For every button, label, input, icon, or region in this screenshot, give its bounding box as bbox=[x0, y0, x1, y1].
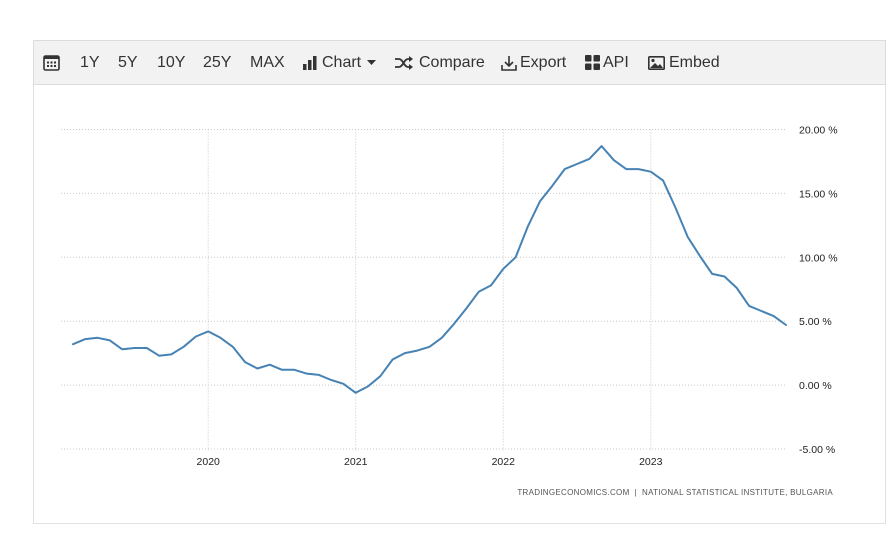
data-point bbox=[293, 369, 295, 371]
data-point bbox=[613, 159, 615, 161]
chart-frame bbox=[33, 40, 886, 524]
embed-button[interactable]: Embed bbox=[648, 41, 720, 84]
data-point bbox=[207, 330, 209, 332]
data-point bbox=[404, 352, 406, 354]
data-point bbox=[97, 337, 99, 339]
data-point bbox=[674, 207, 676, 209]
data-point bbox=[515, 256, 517, 258]
data-point bbox=[699, 255, 701, 257]
x-tick-label: 2022 bbox=[492, 456, 516, 468]
data-point bbox=[724, 276, 726, 278]
x-tick-label: 2023 bbox=[639, 456, 663, 468]
data-point bbox=[121, 348, 123, 350]
calendar-icon bbox=[43, 55, 60, 71]
data-point bbox=[232, 346, 234, 348]
data-point bbox=[711, 273, 713, 275]
data-point bbox=[318, 374, 320, 376]
data-point bbox=[330, 379, 332, 381]
data-point bbox=[736, 287, 738, 289]
data-point bbox=[601, 145, 603, 147]
data-point bbox=[342, 383, 344, 385]
data-point bbox=[367, 385, 369, 387]
range-25y-button[interactable]: 25Y bbox=[203, 53, 232, 71]
shuffle-icon bbox=[395, 55, 413, 70]
download-icon bbox=[501, 55, 517, 71]
compare-label: Compare bbox=[419, 53, 485, 71]
data-point bbox=[256, 368, 258, 370]
data-point bbox=[355, 392, 357, 394]
data-point bbox=[306, 373, 308, 375]
data-point bbox=[687, 236, 689, 238]
chart-toolbar: 1Y 5Y 10Y 25Y MAX Chart Compare Export bbox=[33, 40, 886, 85]
data-point bbox=[465, 307, 467, 309]
range-max-button[interactable]: MAX bbox=[250, 53, 285, 71]
y-tick-label: -5.00 % bbox=[799, 444, 835, 456]
data-point bbox=[379, 375, 381, 377]
data-point bbox=[183, 346, 185, 348]
data-point bbox=[281, 369, 283, 371]
data-point bbox=[527, 226, 529, 228]
data-point bbox=[220, 337, 222, 339]
y-tick-label: 10.00 % bbox=[799, 252, 838, 264]
range-1y-button[interactable]: 1Y bbox=[80, 53, 100, 71]
data-point bbox=[760, 310, 762, 312]
data-point bbox=[588, 158, 590, 160]
data-point bbox=[269, 364, 271, 366]
y-tick-label: 0.00 % bbox=[799, 380, 832, 392]
x-tick-label: 2020 bbox=[197, 456, 221, 468]
bar-chart-icon bbox=[303, 55, 317, 70]
data-point bbox=[662, 180, 664, 182]
data-point bbox=[84, 338, 86, 340]
data-point bbox=[638, 168, 640, 170]
data-point bbox=[170, 353, 172, 355]
data-point bbox=[564, 168, 566, 170]
api-label: API bbox=[603, 53, 629, 71]
export-button[interactable]: Export bbox=[501, 41, 566, 84]
data-point bbox=[392, 359, 394, 361]
data-point bbox=[650, 171, 652, 173]
data-point bbox=[785, 324, 787, 326]
chart-type-dropdown[interactable]: Chart bbox=[303, 41, 377, 84]
api-button[interactable]: API bbox=[585, 41, 629, 84]
data-point bbox=[134, 347, 136, 349]
calendar-button[interactable] bbox=[43, 41, 60, 84]
data-point bbox=[72, 343, 74, 345]
data-point bbox=[502, 268, 504, 270]
data-point bbox=[244, 361, 246, 363]
data-point bbox=[539, 200, 541, 202]
y-tick-label: 15.00 % bbox=[799, 188, 838, 200]
y-tick-label: 5.00 % bbox=[799, 316, 832, 328]
data-point bbox=[478, 291, 480, 293]
data-point bbox=[773, 315, 775, 317]
data-point bbox=[158, 355, 160, 357]
data-point bbox=[453, 323, 455, 325]
data-point bbox=[748, 305, 750, 307]
export-label: Export bbox=[520, 53, 567, 71]
compare-button[interactable]: Compare bbox=[395, 41, 485, 84]
range-10y-button[interactable]: 10Y bbox=[157, 53, 186, 71]
data-point bbox=[109, 339, 111, 341]
grid-icon bbox=[585, 55, 600, 70]
x-tick-label: 2021 bbox=[344, 456, 368, 468]
data-point bbox=[146, 347, 148, 349]
data-point bbox=[441, 337, 443, 339]
data-point bbox=[416, 350, 418, 352]
image-icon bbox=[648, 55, 665, 70]
range-5y-button[interactable]: 5Y bbox=[118, 53, 138, 71]
data-point bbox=[625, 168, 627, 170]
data-point bbox=[490, 284, 492, 286]
chart-type-label: Chart bbox=[322, 53, 362, 71]
data-point bbox=[195, 336, 197, 338]
y-tick-label: 20.00 % bbox=[799, 125, 838, 137]
data-point bbox=[551, 185, 553, 187]
series-line bbox=[72, 145, 787, 394]
caret-down-icon bbox=[367, 59, 377, 65]
data-point bbox=[429, 346, 431, 348]
embed-label: Embed bbox=[669, 53, 720, 71]
source-note: TRADINGECONOMICS.COM | NATIONAL STATISTI… bbox=[517, 488, 833, 497]
data-point bbox=[576, 163, 578, 165]
